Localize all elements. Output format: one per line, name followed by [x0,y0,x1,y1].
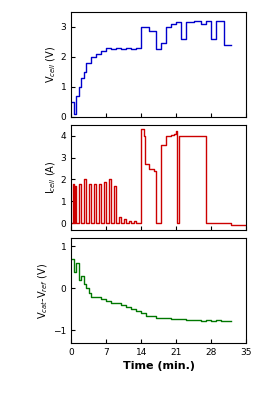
Y-axis label: V$_{cat}$-V$_{ref}$ (V): V$_{cat}$-V$_{ref}$ (V) [37,262,50,318]
Y-axis label: V$_{cell}$ (V): V$_{cell}$ (V) [44,46,58,83]
X-axis label: Time (min.): Time (min.) [123,361,195,371]
Y-axis label: I$_{cell}$ (A): I$_{cell}$ (A) [44,160,58,194]
